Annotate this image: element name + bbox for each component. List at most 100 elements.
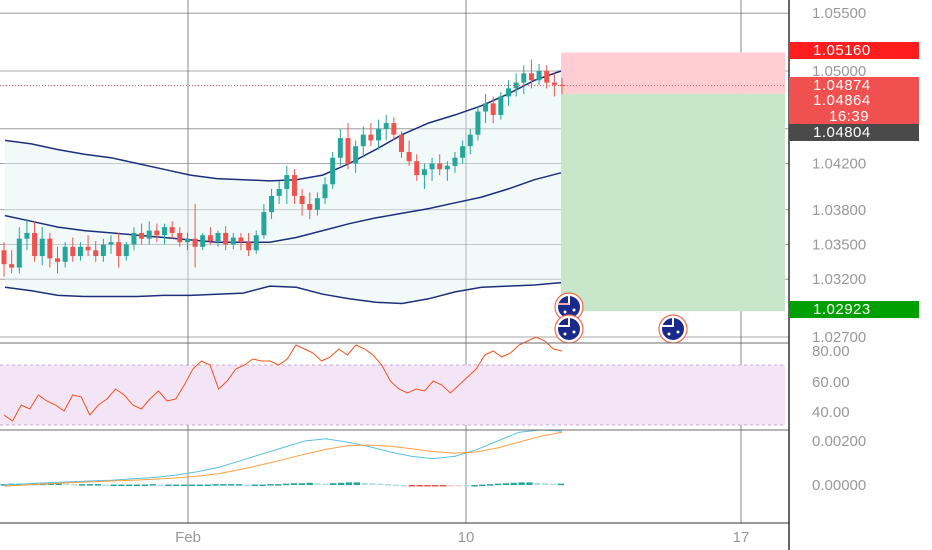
macd-bar	[432, 485, 439, 487]
macd-bar	[63, 483, 70, 486]
au-news-flag-icon[interactable]	[554, 292, 584, 322]
candle[interactable]	[131, 232, 137, 245]
candle[interactable]	[505, 88, 511, 97]
candle[interactable]	[24, 232, 30, 239]
candle[interactable]	[154, 230, 160, 236]
au-news-flag-icon[interactable]	[554, 314, 584, 344]
candle[interactable]	[383, 123, 389, 129]
stop-loss-zone[interactable]	[561, 52, 785, 94]
candle[interactable]	[223, 232, 229, 245]
price-axis[interactable]: 1.05500 1.05000 1.04200 1.03800 1.03500 1.032…	[812, 5, 866, 346]
candle[interactable]	[70, 246, 76, 257]
take-profit-price-tag[interactable]: 1.02923	[789, 300, 919, 318]
candle[interactable]	[322, 184, 328, 199]
candle[interactable]	[345, 138, 351, 164]
take-profit-zone[interactable]	[561, 93, 785, 312]
candle[interactable]	[360, 134, 366, 147]
candle[interactable]	[116, 242, 122, 257]
macd-bar	[494, 483, 502, 486]
candle[interactable]	[139, 232, 145, 239]
candle[interactable]	[238, 237, 244, 243]
candle[interactable]	[528, 73, 534, 81]
candle[interactable]	[177, 232, 183, 243]
candle[interactable]	[261, 212, 267, 236]
candle[interactable]	[368, 134, 374, 141]
candle[interactable]	[62, 246, 68, 262]
candle[interactable]	[32, 232, 38, 257]
candle[interactable]	[452, 157, 458, 166]
candle[interactable]	[475, 111, 481, 135]
macd-bar	[188, 484, 196, 487]
candle[interactable]	[207, 235, 213, 242]
candle[interactable]	[93, 250, 99, 257]
candle[interactable]	[276, 188, 282, 196]
candle[interactable]	[269, 195, 275, 213]
bid-price-tag[interactable]: 1.04864	[789, 91, 919, 109]
candle[interactable]	[192, 238, 198, 247]
candle[interactable]	[215, 232, 221, 242]
candle[interactable]	[1, 250, 7, 265]
price-tick-label: 1.03200	[812, 271, 866, 288]
candle[interactable]	[299, 195, 305, 204]
candle[interactable]	[284, 175, 290, 189]
candle[interactable]	[253, 235, 259, 251]
candle[interactable]	[291, 175, 297, 196]
candle[interactable]	[544, 71, 550, 83]
candle[interactable]	[406, 151, 412, 162]
candle[interactable]	[467, 134, 473, 147]
candle[interactable]	[444, 165, 450, 170]
candle[interactable]	[230, 237, 236, 245]
candle[interactable]	[376, 128, 382, 141]
time-axis[interactable]: Feb 10 17	[175, 529, 749, 546]
macd-bar	[314, 483, 321, 485]
candle[interactable]	[47, 238, 53, 259]
macd-bar	[220, 484, 227, 486]
macd-bar	[196, 484, 204, 487]
stop-loss-price-tag[interactable]: 1.05160	[789, 41, 919, 59]
candle[interactable]	[498, 96, 504, 115]
macd-bar	[479, 484, 486, 487]
candle[interactable]	[314, 198, 320, 210]
candle[interactable]	[100, 244, 106, 257]
candle[interactable]	[460, 146, 466, 158]
rsi-axis[interactable]: 80.00 60.00 40.00	[812, 343, 850, 421]
last-price-tag[interactable]: 1.04874	[789, 76, 919, 94]
macd-bar	[385, 484, 392, 486]
candle[interactable]	[55, 258, 61, 262]
candle[interactable]	[551, 82, 557, 85]
entry-price-tag[interactable]: 1.04804	[789, 123, 919, 141]
candle[interactable]	[398, 134, 404, 152]
candle[interactable]	[85, 246, 91, 251]
candle[interactable]	[77, 246, 83, 257]
candle[interactable]	[483, 103, 489, 112]
candle[interactable]	[353, 146, 359, 164]
au-news-flag-icon[interactable]	[658, 314, 688, 344]
economic-events[interactable]	[554, 292, 688, 344]
candle[interactable]	[184, 238, 190, 243]
macd-bar	[392, 484, 400, 487]
candle[interactable]	[429, 163, 435, 170]
macd-axis[interactable]: 0.00200 0.00000	[812, 433, 866, 494]
candle[interactable]	[146, 230, 152, 239]
candle[interactable]	[162, 227, 168, 236]
candle[interactable]	[39, 238, 45, 257]
candle[interactable]	[108, 242, 114, 245]
candle[interactable]	[169, 227, 175, 233]
candle[interactable]	[437, 163, 443, 170]
candle[interactable]	[421, 169, 427, 176]
candle[interactable]	[200, 235, 206, 247]
candle[interactable]	[414, 161, 420, 176]
candle[interactable]	[391, 123, 397, 135]
candle[interactable]	[9, 264, 15, 268]
candle[interactable]	[307, 204, 313, 210]
candle[interactable]	[246, 242, 252, 251]
candle[interactable]	[123, 244, 129, 257]
candle[interactable]	[330, 157, 336, 185]
candle[interactable]	[536, 71, 542, 81]
candle[interactable]	[337, 138, 343, 158]
candle[interactable]	[16, 238, 22, 268]
macd-line	[3, 429, 563, 486]
candle[interactable]	[490, 103, 496, 115]
candle[interactable]	[521, 73, 527, 83]
